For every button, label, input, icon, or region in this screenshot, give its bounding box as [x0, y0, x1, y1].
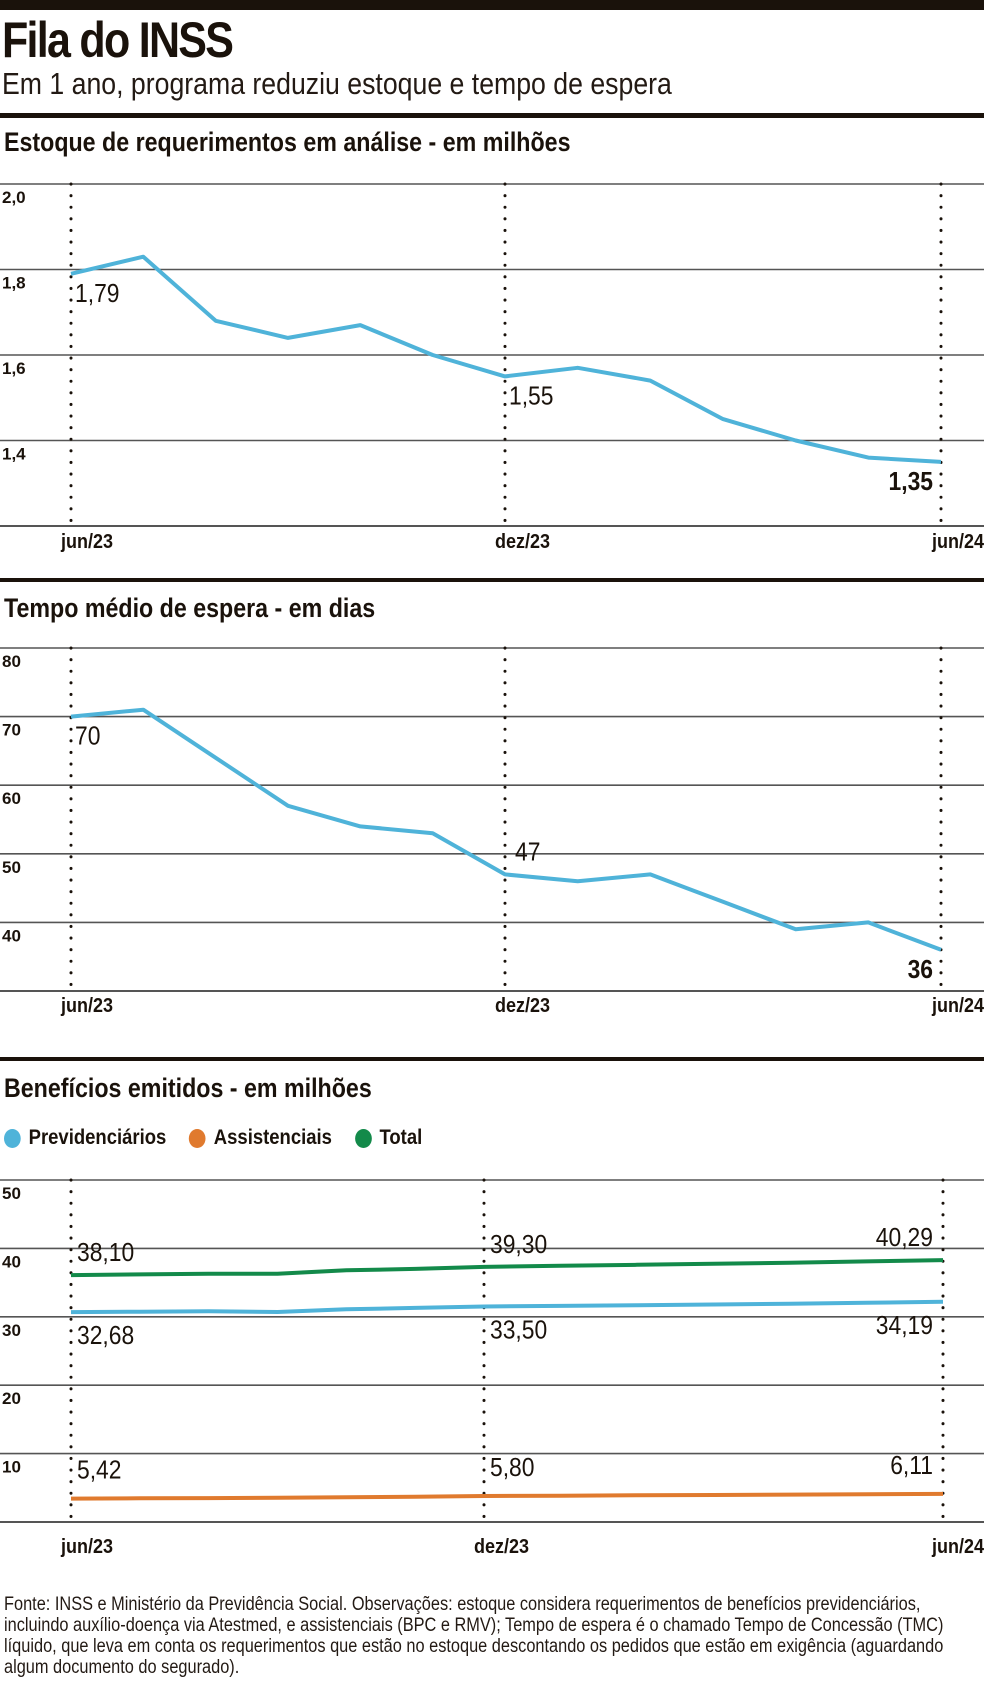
y-tick-label: 1,6	[2, 359, 26, 378]
y-tick-label: 2,0	[2, 188, 26, 207]
data-label: 36	[908, 956, 933, 985]
chart-1-title: Estoque de requerimentos em análise - em…	[4, 127, 571, 157]
data-label: 34,19	[876, 1312, 933, 1341]
data-label: 47	[515, 838, 540, 867]
data-label: 32,68	[77, 1322, 134, 1351]
x-tick-label: dez/23	[495, 995, 550, 1017]
chart-estoque: 2,0 1,8 1,6 1,4 jun/23 dez/23 jun/24 1,79 1,55 1,…	[0, 182, 984, 553]
x-tick-label: jun/24	[931, 1536, 984, 1558]
legend-dot-total	[354, 1128, 372, 1148]
y-tick-label: 40	[2, 1252, 21, 1271]
data-label: 33,50	[490, 1316, 547, 1345]
data-label: 1,79	[75, 279, 119, 308]
chart-beneficios: 50 40 30 20 10 jun/23 dez/23 jun/24 38,10 39,30 40…	[0, 1178, 984, 1558]
data-label: 1,35	[889, 468, 933, 497]
chart-3-title: Benefícios emitidos - em milhões	[4, 1073, 372, 1103]
y-tick-label: 50	[2, 1184, 21, 1203]
x-tick-label: dez/23	[495, 531, 550, 553]
y-tick-label: 40	[2, 926, 21, 945]
y-tick-label: 30	[2, 1321, 21, 1340]
footnote: Fonte: INSS e Ministério da Previdência …	[4, 1594, 944, 1678]
x-tick-label: jun/23	[60, 1536, 113, 1558]
section-rule-3	[0, 1057, 984, 1061]
x-tick-label: jun/24	[931, 995, 984, 1017]
chart-tempo-espera: 80 70 60 50 40 jun/23 dez/23 jun/24 70 47 36	[0, 646, 984, 1017]
data-label: 5,42	[77, 1456, 121, 1485]
data-label: 5,80	[490, 1454, 534, 1483]
series-line-total	[70, 1258, 944, 1278]
data-label: 40,29	[876, 1224, 933, 1253]
x-tick-label: dez/23	[474, 1536, 529, 1558]
chart-3-legend: Previdenciários Assistenciais Total	[4, 1126, 445, 1150]
page-title: Fila do INSS	[2, 12, 234, 68]
section-rule-2	[0, 578, 984, 582]
x-tick-label: jun/23	[60, 995, 113, 1017]
legend-dot-previdenciarios	[4, 1128, 21, 1148]
series-line-previdenci-rios	[70, 1299, 944, 1315]
legend-item-total: Total	[354, 1126, 423, 1150]
series-line-assistenciais	[70, 1491, 944, 1501]
y-tick-label: 60	[2, 789, 21, 808]
legend-label-previdenciarios: Previdenciários	[28, 1126, 167, 1149]
data-label: 39,30	[490, 1231, 547, 1260]
y-tick-label: 1,8	[2, 274, 26, 293]
x-tick-label: jun/23	[60, 531, 113, 553]
data-label: 6,11	[890, 1452, 933, 1481]
data-label: 38,10	[77, 1239, 134, 1268]
legend-label-total: Total	[379, 1126, 423, 1149]
chart-2-title: Tempo médio de espera - em dias	[4, 593, 376, 623]
series-line-tempo-de-espera	[70, 707, 942, 952]
legend-item-assistenciais: Assistenciais	[189, 1126, 332, 1150]
data-label: 1,55	[509, 382, 553, 411]
x-tick-label: jun/24	[931, 531, 984, 553]
page-subtitle: Em 1 ano, programa reduziu estoque e tem…	[2, 66, 672, 101]
y-tick-label: 20	[2, 1389, 21, 1408]
y-tick-label: 50	[2, 858, 21, 877]
legend-label-assistenciais: Assistenciais	[213, 1126, 332, 1149]
series-line-estoque	[70, 254, 942, 464]
legend-item-previdenciarios: Previdenciários	[4, 1126, 166, 1150]
top-rule	[0, 0, 984, 10]
y-tick-label: 10	[2, 1458, 21, 1477]
data-label: 70	[75, 722, 100, 751]
y-tick-label: 1,4	[2, 445, 26, 464]
header-rule	[0, 113, 984, 118]
y-tick-label: 70	[2, 721, 21, 740]
y-tick-label: 80	[2, 652, 21, 671]
legend-dot-assistenciais	[189, 1128, 206, 1148]
